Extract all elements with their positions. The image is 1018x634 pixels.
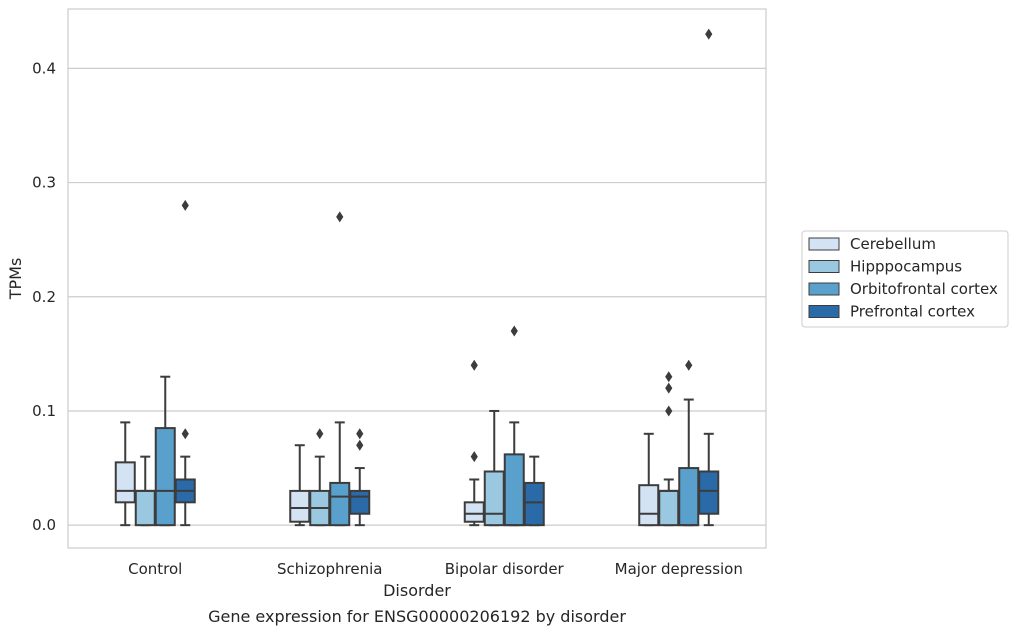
- box-cerebellum: [463, 359, 485, 527]
- y-tick-label: 0.2: [32, 288, 56, 306]
- y-axis-ticks: 0.0 0.1 0.2 0.3 0.4: [32, 59, 56, 534]
- box-cerebellum: [114, 421, 136, 527]
- outlier-point: [181, 199, 189, 211]
- y-tick-label: 0.3: [32, 174, 56, 192]
- box-body: [463, 501, 485, 523]
- legend-label: Prefrontal cortex: [850, 303, 975, 321]
- box-prefrontal-cortex: [698, 28, 720, 527]
- y-axis-title: TPMs: [6, 258, 25, 301]
- outlier-point: [510, 325, 518, 337]
- outlier-point: [181, 428, 189, 440]
- box-body: [638, 484, 660, 527]
- outlier-point: [470, 451, 478, 463]
- box-prefrontal-cortex: [349, 428, 371, 527]
- box-orbitofrontal-cortex: [154, 375, 176, 527]
- outlier-point: [705, 28, 713, 40]
- legend-swatch: [808, 282, 840, 296]
- legend-frame: [801, 230, 1009, 328]
- x-tick-label: Bipolar disorder: [445, 560, 565, 578]
- box-cerebellum: [638, 432, 660, 527]
- y-tick-label: 0.4: [32, 59, 56, 77]
- box-body: [503, 453, 525, 527]
- legend-label: Hipppocampus: [850, 258, 962, 276]
- box-hipppocampus: [658, 371, 680, 527]
- box-body: [678, 467, 700, 527]
- outlier-point: [356, 439, 364, 451]
- box-orbitofrontal-cortex: [329, 211, 351, 527]
- x-axis-title: Disorder: [383, 581, 451, 600]
- outlier-point: [336, 211, 344, 223]
- legend-label: Orbitofrontal cortex: [850, 280, 998, 298]
- outlier-point: [665, 382, 673, 394]
- figure-caption: Gene expression for ENSG00000206192 by d…: [208, 607, 626, 626]
- x-tick-label: Major depression: [615, 560, 743, 578]
- box-orbitofrontal-cortex: [503, 325, 525, 527]
- outlier-point: [665, 405, 673, 417]
- outlier-point: [665, 371, 673, 383]
- y-tick-label: 0.1: [32, 402, 56, 420]
- box-hipppocampus: [483, 409, 505, 527]
- box-body: [698, 470, 720, 515]
- box-prefrontal-cortex: [174, 199, 196, 527]
- outlier-point: [685, 359, 693, 371]
- outlier-point: [316, 428, 324, 440]
- x-axis-ticks: Control Schizophrenia Bipolar disorder Majo…: [128, 560, 743, 578]
- legend-label: Cerebellum: [850, 235, 936, 253]
- box-body: [329, 481, 351, 527]
- y-tick-label: 0.0: [32, 516, 56, 534]
- box-body: [289, 489, 311, 523]
- legend-swatch: [808, 260, 840, 273]
- legend-swatch: [808, 305, 840, 318]
- box-body: [483, 470, 505, 527]
- outlier-point: [470, 359, 478, 371]
- x-tick-label: Control: [128, 560, 182, 578]
- legend: Cerebellum Hipppocampus Orbitofrontal cort…: [801, 230, 1009, 328]
- x-tick-label: Schizophrenia: [277, 560, 382, 578]
- box-plot-series: [114, 28, 720, 527]
- box-body: [658, 489, 680, 527]
- box-cerebellum: [289, 444, 311, 527]
- box-body: [154, 427, 176, 527]
- box-orbitofrontal-cortex: [678, 359, 700, 527]
- box-body: [523, 481, 545, 527]
- plot-frame: [67, 8, 767, 549]
- box-body: [349, 489, 371, 515]
- box-hipppocampus: [309, 428, 331, 527]
- box-body: [134, 489, 156, 527]
- box-body: [114, 461, 136, 504]
- legend-swatch: [808, 237, 840, 251]
- outlier-point: [356, 428, 364, 440]
- box-prefrontal-cortex: [523, 455, 545, 527]
- box-hipppocampus: [134, 455, 156, 527]
